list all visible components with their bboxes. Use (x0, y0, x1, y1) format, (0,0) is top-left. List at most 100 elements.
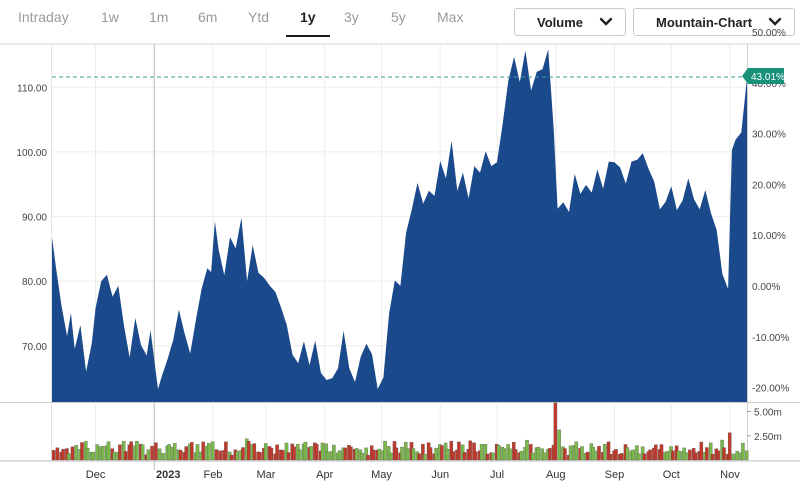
active-tab-indicator (286, 35, 330, 37)
x-tick-label: Dec (86, 469, 106, 481)
volume-bar (121, 440, 126, 461)
volume-tick-label: 2.50m (754, 432, 782, 443)
volume-bar (601, 451, 605, 461)
volume-bar (477, 450, 482, 461)
volume-bar (290, 443, 294, 461)
volume-bar (508, 448, 512, 461)
volume-bar (421, 444, 425, 461)
volume-bar (434, 447, 438, 461)
volume-bar (394, 447, 399, 461)
x-tick-label: Nov (720, 469, 740, 481)
volume-bar (118, 444, 122, 461)
tab-ytd[interactable]: Ytd (248, 9, 270, 25)
tab-1y[interactable]: 1y (300, 9, 316, 25)
volume-bar (612, 450, 616, 461)
volume-bar (512, 441, 516, 461)
volume-bar (258, 452, 262, 461)
volume-bar (602, 444, 607, 461)
volume-bar (585, 451, 590, 461)
volume-bar (489, 452, 493, 461)
tab-3y[interactable]: 3y (344, 9, 359, 25)
volume-bar (246, 441, 251, 461)
chevron-down-icon (599, 17, 613, 26)
volume-bar (112, 451, 116, 461)
volume-dropdown-label: Volume (537, 14, 583, 30)
volume-bar (699, 441, 704, 461)
volume-bar (735, 450, 739, 461)
volume-bar (597, 446, 601, 461)
volume-bar (536, 446, 541, 461)
badge-background (742, 67, 784, 84)
tab-1w[interactable]: 1w (101, 9, 119, 25)
volume-bar (727, 432, 732, 461)
volume-bar (80, 442, 84, 461)
volume-bar (364, 447, 368, 461)
volume-bar (110, 448, 115, 461)
volume-bar (154, 442, 158, 461)
x-tick-label: Sep (605, 469, 625, 481)
tab-1m[interactable]: 1m (149, 9, 169, 25)
y-tick-label-pct: -10.00% (752, 333, 789, 344)
volume-bar (127, 444, 132, 461)
volume-bar (553, 402, 558, 461)
volume-bar (548, 448, 552, 461)
volume-bar (606, 441, 611, 461)
volume-bar (635, 445, 639, 461)
volume-bar (648, 449, 652, 461)
volume-bar (195, 444, 200, 461)
volume-bar (133, 445, 137, 461)
volume-bar (59, 451, 63, 461)
tab-6m[interactable]: 6m (198, 9, 218, 25)
volume-bar (235, 450, 240, 461)
volume-bar (224, 441, 228, 461)
volume-bar (591, 447, 596, 461)
volume-bar (199, 451, 204, 461)
volume-bar (167, 444, 171, 461)
volume-bar (659, 444, 664, 461)
volume-bar (150, 445, 154, 461)
volume-bar (519, 450, 524, 461)
volume-bar (214, 449, 219, 461)
volume-bar (330, 451, 334, 461)
x-tick-label: 2023 (156, 469, 180, 481)
volume-bar (432, 453, 436, 461)
volume-dropdown[interactable]: Volume (514, 8, 626, 36)
volume-bar (292, 446, 296, 461)
volume-bar (267, 446, 272, 461)
volume-bar (284, 442, 289, 461)
volume-bar (303, 441, 308, 461)
volume-bar (347, 445, 351, 461)
volume-bar (324, 443, 329, 461)
volume-bar (296, 444, 300, 461)
volume-bar (388, 452, 393, 461)
volume-bar (517, 452, 522, 461)
volume-bar (369, 445, 374, 461)
volume-bar (91, 451, 96, 461)
volume-bar (411, 448, 416, 461)
volume-bar (483, 444, 488, 461)
volume-bar (392, 441, 397, 461)
volume-bar (741, 442, 745, 461)
volume-bar (207, 443, 211, 461)
price-area (52, 49, 747, 402)
tab-max[interactable]: Max (437, 9, 464, 25)
volume-bar (438, 444, 442, 461)
volume-bar (671, 450, 675, 461)
volume-bar (426, 442, 431, 461)
current-change-badge: 43.01% (742, 67, 785, 84)
volume-bar (375, 449, 380, 461)
volume-bar (680, 451, 685, 461)
volume-bars (51, 402, 749, 461)
tab-5y[interactable]: 5y (391, 9, 406, 25)
volume-bar (106, 441, 111, 461)
chart-type-dropdown[interactable]: Mountain-Chart (633, 8, 795, 36)
x-tick-label: Feb (203, 469, 222, 481)
volume-bar (542, 452, 546, 461)
volume-bar (625, 447, 630, 461)
volume-bar (525, 439, 529, 461)
volume-bar (343, 447, 347, 461)
volume-bar (697, 451, 702, 461)
y-tick-label-pct: -20.00% (752, 384, 789, 395)
volume-bar (595, 450, 599, 461)
tab-intraday[interactable]: Intraday (18, 9, 69, 25)
